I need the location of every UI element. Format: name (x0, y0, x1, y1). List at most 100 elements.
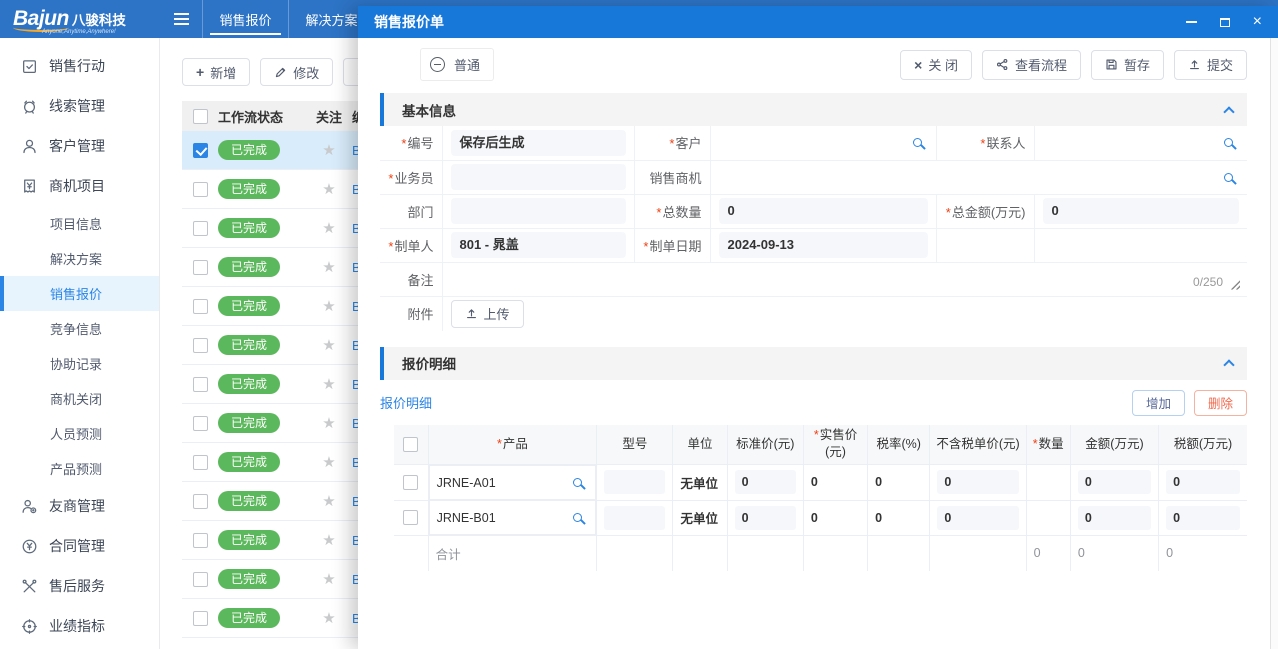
row-checkbox[interactable] (192, 415, 208, 431)
customer-field[interactable] (719, 130, 928, 156)
actual-price-value[interactable]: 0 (802, 499, 869, 536)
add-button[interactable]: + 新增 (182, 58, 251, 86)
row-checkbox[interactable] (403, 474, 419, 490)
row-checkbox[interactable] (192, 259, 208, 275)
table-row[interactable]: 已完成 ★ BJI (182, 599, 430, 638)
close-form-button[interactable]: × 关 闭 (900, 49, 972, 80)
flow-node-button[interactable]: 普通 (420, 48, 495, 81)
model-input[interactable] (604, 470, 666, 495)
sidebar-subitem[interactable]: 产品预测 (0, 451, 159, 486)
tax-amount-input[interactable]: 0 (1166, 470, 1240, 495)
table-row[interactable]: 已完成 ★ BJI (182, 482, 430, 521)
nav-tab[interactable]: 销售报价 (202, 0, 288, 38)
row-checkbox[interactable] (192, 610, 208, 626)
table-row[interactable]: 已完成 ★ BJI (182, 209, 430, 248)
edit-button[interactable]: 修改 (260, 58, 334, 86)
actual-price-value[interactable]: 0 (802, 464, 869, 501)
detail-link[interactable]: 报价明细 (380, 396, 433, 411)
save-draft-button[interactable]: 暂存 (1090, 49, 1164, 80)
nav-tab[interactable]: 解决方案 (288, 0, 374, 38)
table-row[interactable]: 已完成 ★ BJI (182, 404, 430, 443)
search-icon[interactable] (912, 138, 922, 148)
star-icon[interactable]: ★ (322, 415, 336, 432)
contact-field[interactable] (1043, 130, 1240, 156)
star-icon[interactable]: ★ (322, 259, 336, 276)
code-field[interactable]: 保存后生成 (450, 129, 626, 156)
tax-amount-input[interactable]: 0 (1166, 505, 1240, 530)
sidebar-item-after-sales[interactable]: 售后服务 (0, 566, 159, 606)
sidebar-item-kpi[interactable]: 业绩指标 (0, 606, 159, 646)
star-icon[interactable]: ★ (322, 181, 336, 198)
sidebar-subitem[interactable]: 人员预测 (0, 416, 159, 451)
star-icon[interactable]: ★ (322, 220, 336, 237)
sidebar-item-customers[interactable]: 客户管理 (0, 126, 159, 166)
sidebar-item-sales-action[interactable]: 销售行动 (0, 46, 159, 86)
delete-row-button[interactable]: 删除 (1193, 389, 1247, 416)
close-icon[interactable]: × (1252, 13, 1262, 30)
maximize-icon[interactable] (1219, 17, 1230, 27)
department-field[interactable] (450, 198, 626, 224)
model-input[interactable] (604, 505, 666, 530)
sidebar-subitem[interactable]: 项目信息 (0, 206, 159, 241)
tax-rate-value[interactable]: 0 (867, 464, 931, 501)
tax-rate-value[interactable]: 0 (867, 499, 931, 536)
amount-input[interactable]: 0 (1077, 470, 1152, 495)
salesman-field[interactable] (450, 164, 626, 190)
price-no-tax-input[interactable]: 0 (937, 505, 1019, 530)
upload-button[interactable]: 上传 (450, 299, 524, 328)
star-icon[interactable]: ★ (322, 454, 336, 471)
star-icon[interactable]: ★ (322, 610, 336, 627)
row-checkbox[interactable] (192, 337, 208, 353)
total-amount-field[interactable]: 0 (1042, 198, 1239, 224)
row-checkbox[interactable] (403, 510, 419, 526)
modal-scrollbar[interactable] (1270, 38, 1278, 649)
star-icon[interactable]: ★ (322, 376, 336, 393)
star-icon[interactable]: ★ (322, 493, 336, 510)
add-row-button[interactable]: 增加 (1131, 389, 1185, 416)
price-no-tax-input[interactable]: 0 (937, 470, 1019, 495)
menu-toggle-icon[interactable] (160, 0, 202, 38)
sidebar-subitem[interactable]: 协助记录 (0, 346, 159, 381)
row-checkbox[interactable] (192, 493, 208, 509)
row-checkbox[interactable] (192, 376, 208, 392)
row-checkbox[interactable] (192, 571, 208, 587)
create-date-field[interactable]: 2024-09-13 (718, 232, 928, 258)
table-row[interactable]: 已完成 ★ BJI (182, 521, 430, 560)
total-qty-field[interactable]: 0 (718, 198, 928, 224)
sidebar-subitem[interactable]: 商机关闭 (0, 381, 159, 416)
star-icon[interactable]: ★ (322, 337, 336, 354)
select-all-checkbox[interactable] (403, 436, 419, 452)
star-icon[interactable]: ★ (322, 532, 336, 549)
select-all-checkbox[interactable] (192, 108, 208, 124)
submit-button[interactable]: 提交 (1173, 49, 1247, 80)
minimize-icon[interactable] (1185, 21, 1197, 23)
view-flow-button[interactable]: 查看流程 (981, 49, 1081, 80)
star-icon[interactable]: ★ (322, 142, 336, 159)
row-checkbox[interactable] (192, 181, 208, 197)
remark-textarea[interactable]: 0/250 (441, 261, 1248, 297)
sidebar-subitem[interactable]: 销售报价 (0, 276, 159, 311)
creator-field[interactable]: 801 - 晁盖 (450, 232, 626, 258)
std-price-input[interactable]: 0 (734, 505, 796, 530)
qty-cell[interactable] (1025, 499, 1071, 536)
opportunity-field[interactable] (719, 164, 1240, 190)
sidebar-item-leads[interactable]: 线索管理 (0, 86, 159, 126)
star-icon[interactable]: ★ (322, 298, 336, 315)
search-icon[interactable] (1224, 138, 1233, 148)
sidebar-item-partners[interactable]: 友商管理 (0, 486, 159, 526)
resize-grip-icon[interactable] (1229, 278, 1240, 290)
row-checkbox[interactable] (192, 142, 208, 158)
std-price-input[interactable]: 0 (734, 470, 796, 495)
search-icon[interactable] (573, 513, 583, 522)
row-checkbox[interactable] (192, 454, 208, 470)
table-row[interactable]: 已完成 ★ BJI (182, 560, 430, 599)
qty-cell[interactable] (1025, 464, 1071, 501)
sidebar-subitem[interactable]: 解决方案 (0, 241, 159, 276)
star-icon[interactable]: ★ (322, 571, 336, 588)
row-checkbox[interactable] (192, 220, 208, 236)
row-checkbox[interactable] (192, 298, 208, 314)
search-icon[interactable] (573, 478, 583, 487)
sidebar-item-opportunities[interactable]: 商机项目 (0, 166, 159, 206)
search-icon[interactable] (1224, 172, 1233, 182)
chevron-up-icon[interactable] (1223, 105, 1235, 118)
